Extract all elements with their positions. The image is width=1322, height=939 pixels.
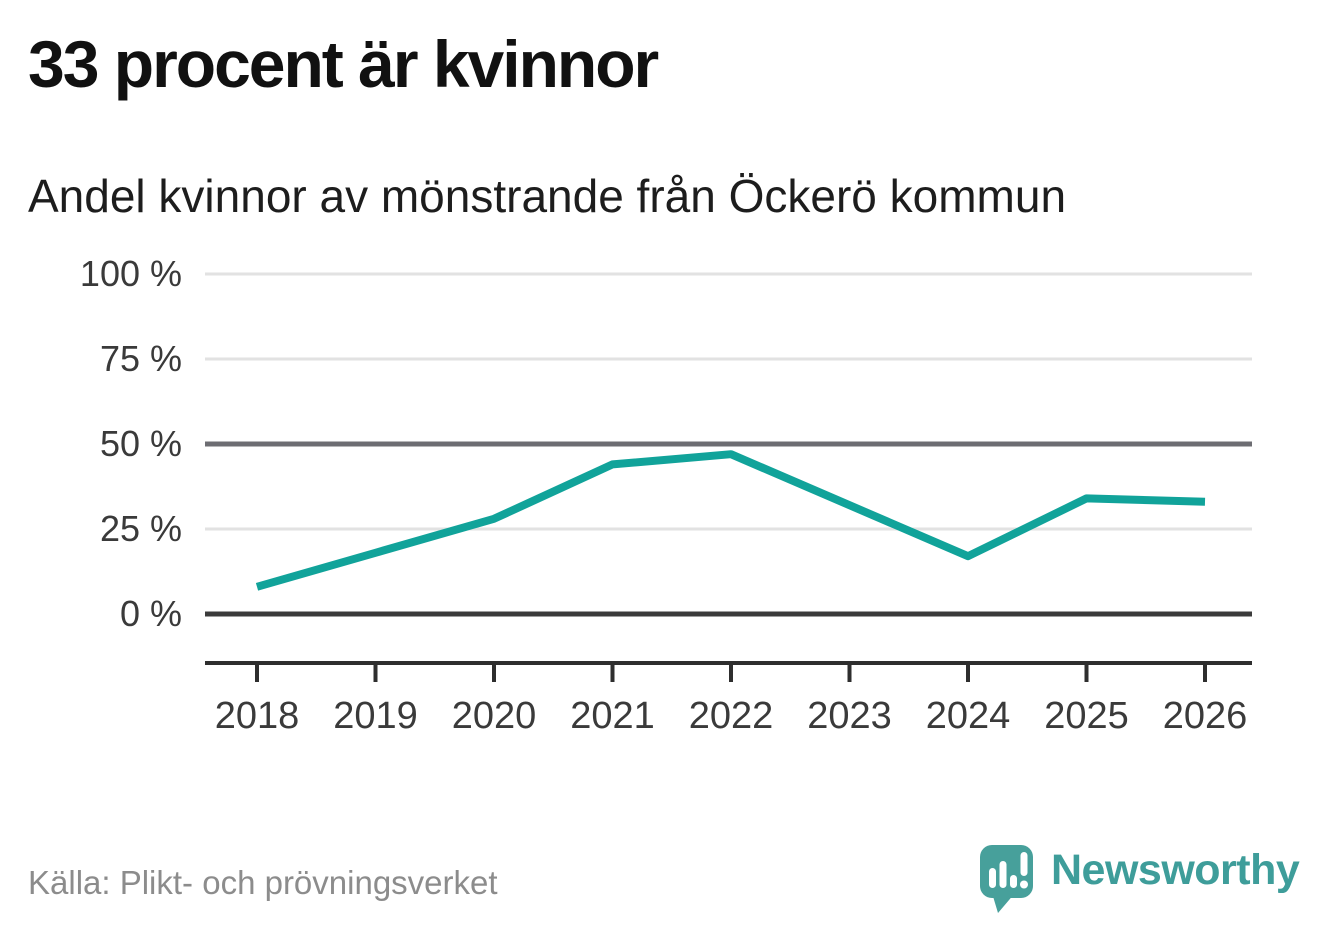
x-axis-tick-label: 2024 xyxy=(926,695,1011,737)
chart-title: 33 procent är kvinnor xyxy=(28,27,659,101)
x-axis-tick-label: 2026 xyxy=(1163,695,1248,737)
speech-bubble-bar-chart-exclamation-icon xyxy=(980,845,1033,913)
data-line xyxy=(255,450,1206,591)
y-axis-tick-label: 25 % xyxy=(100,508,182,549)
x-axis-tick-label: 2023 xyxy=(807,695,892,737)
chart-subtitle: Andel kvinnor av mönstrande från Öckerö … xyxy=(28,170,1067,222)
x-axis-tick-label: 2021 xyxy=(570,695,655,737)
x-axis-tick-label: 2022 xyxy=(689,695,774,737)
y-axis-tick-label: 50 % xyxy=(100,423,182,464)
x-axis-tick-label: 2020 xyxy=(452,695,537,737)
line-chart-plot-area: 0 % 25 % 50 % 75 % 100 % 2018 2019 2020 2021 2022… xyxy=(80,253,1252,737)
y-axis-tick-label: 0 % xyxy=(120,593,182,634)
x-axis-tick-label: 2019 xyxy=(333,695,418,737)
y-axis-tick-label: 75 % xyxy=(100,338,182,379)
y-axis-tick-label: 100 % xyxy=(80,253,182,294)
x-axis-tick-label: 2025 xyxy=(1044,695,1129,737)
x-axis-tick-label: 2018 xyxy=(215,695,300,737)
newsworthy-logo: Newsworthy xyxy=(980,845,1300,917)
newsworthy-wordmark: Newsworthy xyxy=(1051,846,1300,894)
source-note: Källa: Plikt- och prövningsverket xyxy=(28,864,498,901)
